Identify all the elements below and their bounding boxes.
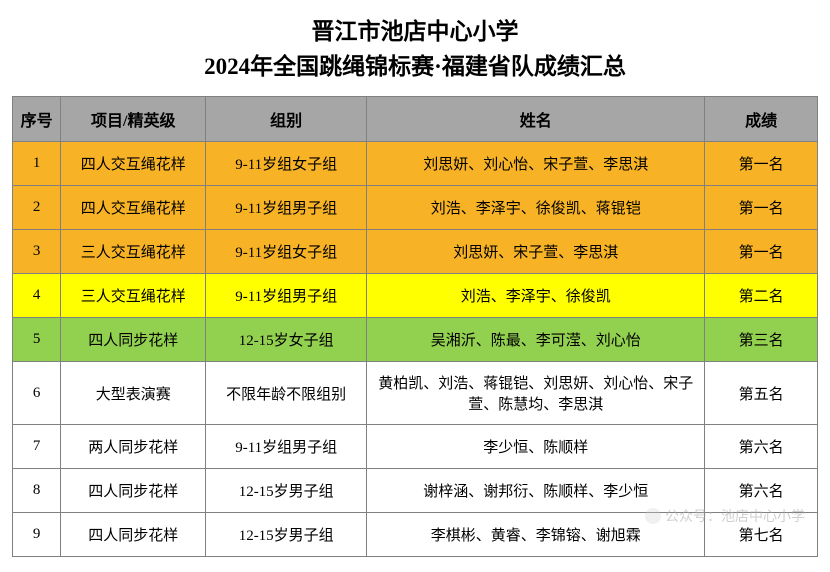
title-line-2: 2024年全国跳绳锦标赛·福建省队成绩汇总 bbox=[12, 50, 818, 85]
cell-group: 9-11岁组男子组 bbox=[206, 186, 367, 230]
cell-name: 李棋彬、黄睿、李锦镕、谢旭霖 bbox=[367, 513, 705, 557]
cell-result: 第一名 bbox=[705, 142, 818, 186]
col-header-group: 组别 bbox=[206, 97, 367, 142]
cell-name: 黄柏凯、刘浩、蒋锟铠、刘思妍、刘心怡、宋子萱、陈慧均、李思淇 bbox=[367, 362, 705, 425]
cell-name: 刘思妍、宋子萱、李思淇 bbox=[367, 230, 705, 274]
table-row: 2四人交互绳花样9-11岁组男子组刘浩、李泽宇、徐俊凯、蒋锟铠第一名 bbox=[13, 186, 818, 230]
cell-result: 第五名 bbox=[705, 362, 818, 425]
title-block: 晋江市池店中心小学 2024年全国跳绳锦标赛·福建省队成绩汇总 bbox=[12, 15, 818, 84]
col-header-result: 成绩 bbox=[705, 97, 818, 142]
table-row: 9四人同步花样12-15岁男子组李棋彬、黄睿、李锦镕、谢旭霖第七名 bbox=[13, 513, 818, 557]
table-row: 5四人同步花样12-15岁女子组吴湘沂、陈最、李可滢、刘心怡第三名 bbox=[13, 318, 818, 362]
table-row: 6大型表演赛不限年龄不限组别黄柏凯、刘浩、蒋锟铠、刘思妍、刘心怡、宋子萱、陈慧均… bbox=[13, 362, 818, 425]
cell-group: 9-11岁组女子组 bbox=[206, 230, 367, 274]
table-header-row: 序号 项目/精英级 组别 姓名 成绩 bbox=[13, 97, 818, 142]
cell-result: 第六名 bbox=[705, 425, 818, 469]
cell-event: 大型表演赛 bbox=[61, 362, 206, 425]
table-row: 7两人同步花样9-11岁组男子组李少恒、陈顺样第六名 bbox=[13, 425, 818, 469]
cell-result: 第七名 bbox=[705, 513, 818, 557]
cell-name: 刘浩、李泽宇、徐俊凯、蒋锟铠 bbox=[367, 186, 705, 230]
cell-result: 第一名 bbox=[705, 186, 818, 230]
results-table: 序号 项目/精英级 组别 姓名 成绩 1四人交互绳花样9-11岁组女子组刘思妍、… bbox=[12, 96, 818, 557]
cell-group: 9-11岁组女子组 bbox=[206, 142, 367, 186]
cell-event: 两人同步花样 bbox=[61, 425, 206, 469]
cell-result: 第六名 bbox=[705, 469, 818, 513]
cell-result: 第二名 bbox=[705, 274, 818, 318]
cell-group: 12-15岁男子组 bbox=[206, 513, 367, 557]
cell-seq: 9 bbox=[13, 513, 61, 557]
cell-group: 9-11岁组男子组 bbox=[206, 425, 367, 469]
cell-name: 李少恒、陈顺样 bbox=[367, 425, 705, 469]
cell-name: 吴湘沂、陈最、李可滢、刘心怡 bbox=[367, 318, 705, 362]
cell-group: 不限年龄不限组别 bbox=[206, 362, 367, 425]
cell-seq: 6 bbox=[13, 362, 61, 425]
cell-event: 三人交互绳花样 bbox=[61, 274, 206, 318]
cell-seq: 4 bbox=[13, 274, 61, 318]
table-row: 8四人同步花样12-15岁男子组谢梓涵、谢邦衍、陈顺样、李少恒第六名 bbox=[13, 469, 818, 513]
cell-seq: 8 bbox=[13, 469, 61, 513]
cell-group: 12-15岁男子组 bbox=[206, 469, 367, 513]
cell-seq: 2 bbox=[13, 186, 61, 230]
cell-event: 四人同步花样 bbox=[61, 513, 206, 557]
cell-group: 12-15岁女子组 bbox=[206, 318, 367, 362]
cell-event: 四人交互绳花样 bbox=[61, 186, 206, 230]
cell-event: 四人同步花样 bbox=[61, 469, 206, 513]
cell-name: 谢梓涵、谢邦衍、陈顺样、李少恒 bbox=[367, 469, 705, 513]
table-row: 1四人交互绳花样9-11岁组女子组刘思妍、刘心怡、宋子萱、李思淇第一名 bbox=[13, 142, 818, 186]
cell-group: 9-11岁组男子组 bbox=[206, 274, 367, 318]
col-header-event: 项目/精英级 bbox=[61, 97, 206, 142]
cell-seq: 5 bbox=[13, 318, 61, 362]
cell-event: 四人交互绳花样 bbox=[61, 142, 206, 186]
cell-event: 三人交互绳花样 bbox=[61, 230, 206, 274]
col-header-name: 姓名 bbox=[367, 97, 705, 142]
cell-seq: 1 bbox=[13, 142, 61, 186]
cell-seq: 3 bbox=[13, 230, 61, 274]
cell-result: 第一名 bbox=[705, 230, 818, 274]
table-row: 4三人交互绳花样9-11岁组男子组刘浩、李泽宇、徐俊凯第二名 bbox=[13, 274, 818, 318]
cell-result: 第三名 bbox=[705, 318, 818, 362]
cell-seq: 7 bbox=[13, 425, 61, 469]
title-line-1: 晋江市池店中心小学 bbox=[12, 15, 818, 50]
cell-name: 刘思妍、刘心怡、宋子萱、李思淇 bbox=[367, 142, 705, 186]
col-header-seq: 序号 bbox=[13, 97, 61, 142]
cell-event: 四人同步花样 bbox=[61, 318, 206, 362]
cell-name: 刘浩、李泽宇、徐俊凯 bbox=[367, 274, 705, 318]
table-row: 3三人交互绳花样9-11岁组女子组刘思妍、宋子萱、李思淇第一名 bbox=[13, 230, 818, 274]
